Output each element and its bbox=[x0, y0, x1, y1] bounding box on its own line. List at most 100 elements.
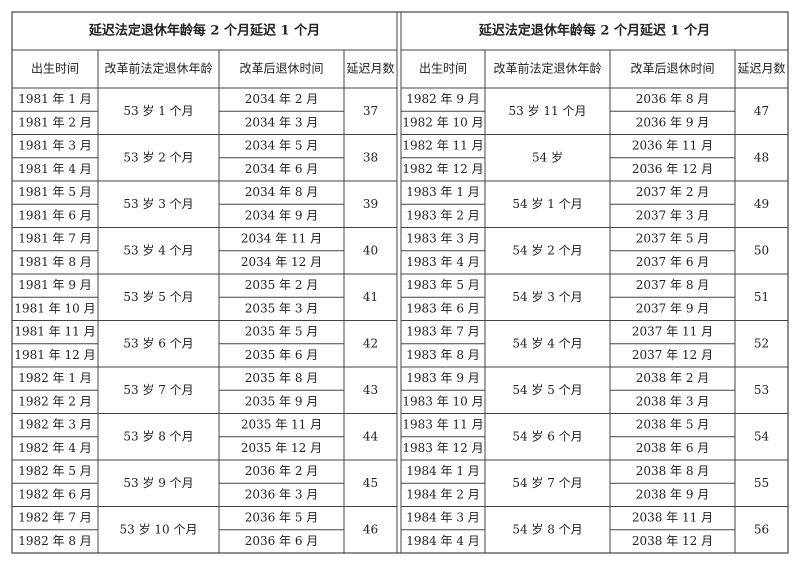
column-header: 改革前法定退休年龄 bbox=[493, 61, 601, 76]
age-cell: 54 岁 1 个月 bbox=[512, 196, 582, 211]
birth-cell: 1983 年 7 月 bbox=[406, 325, 480, 339]
months-cell: 39 bbox=[363, 197, 378, 211]
retire-cell: 2036 年 6 月 bbox=[245, 534, 319, 548]
birth-cell: 1982 年 10 月 bbox=[402, 115, 483, 129]
birth-cell: 1983 年 1 月 bbox=[406, 185, 480, 199]
column-header: 改革后退休时间 bbox=[630, 62, 714, 76]
column-header: 改革后退休时间 bbox=[239, 62, 323, 76]
birth-cell: 1983 年 2 月 bbox=[406, 208, 480, 222]
column-header: 延迟月数 bbox=[737, 61, 785, 76]
birth-cell: 1983 年 10 月 bbox=[402, 394, 483, 408]
retire-cell: 2035 年 5 月 bbox=[245, 325, 319, 339]
retire-cell: 2034 年 8 月 bbox=[245, 185, 319, 199]
table-title: 延迟法定退休年龄每 2 个月延迟 1 个月 bbox=[478, 23, 710, 39]
birth-cell: 1981 年 5 月 bbox=[18, 185, 92, 199]
months-cell: 48 bbox=[754, 150, 769, 164]
age-cell: 54 岁 2 个月 bbox=[512, 242, 582, 257]
months-cell: 41 bbox=[363, 290, 378, 304]
birth-cell: 1982 年 9 月 bbox=[406, 92, 480, 106]
months-cell: 40 bbox=[363, 243, 378, 257]
retire-cell: 2037 年 8 月 bbox=[636, 278, 710, 292]
birth-cell: 1982 年 11 月 bbox=[402, 139, 483, 153]
birth-cell: 1982 年 12 月 bbox=[402, 162, 483, 176]
birth-cell: 1983 年 8 月 bbox=[406, 348, 480, 362]
retire-cell: 2038 年 5 月 bbox=[636, 418, 710, 432]
retire-cell: 2037 年 9 月 bbox=[636, 301, 710, 315]
retire-cell: 2036 年 12 月 bbox=[632, 162, 713, 176]
birth-cell: 1981 年 1 月 bbox=[18, 92, 92, 106]
months-cell: 44 bbox=[363, 429, 379, 443]
age-cell: 53 岁 7 个月 bbox=[123, 382, 193, 397]
birth-cell: 1982 年 7 月 bbox=[18, 511, 92, 525]
birth-cell: 1983 年 11 月 bbox=[402, 418, 483, 432]
age-cell: 53 岁 8 个月 bbox=[123, 428, 193, 443]
birth-cell: 1981 年 8 月 bbox=[18, 255, 92, 269]
retire-cell: 2038 年 6 月 bbox=[636, 441, 710, 455]
months-cell: 49 bbox=[754, 197, 769, 211]
birth-cell: 1981 年 3 月 bbox=[18, 139, 92, 153]
birth-cell: 1982 年 2 月 bbox=[18, 394, 92, 408]
retire-cell: 2035 年 9 月 bbox=[245, 394, 319, 408]
retire-cell: 2035 年 6 月 bbox=[245, 348, 319, 362]
age-cell: 53 岁 2 个月 bbox=[123, 149, 193, 164]
age-cell: 54 岁 5 个月 bbox=[512, 382, 582, 397]
months-cell: 55 bbox=[754, 476, 769, 490]
retire-cell: 2038 年 3 月 bbox=[636, 394, 710, 408]
retire-cell: 2038 年 2 月 bbox=[636, 371, 710, 385]
age-cell: 53 岁 11 个月 bbox=[509, 103, 587, 118]
months-cell: 50 bbox=[754, 243, 769, 257]
age-cell: 53 岁 6 个月 bbox=[123, 335, 193, 350]
age-cell: 53 岁 5 个月 bbox=[123, 289, 193, 304]
birth-cell: 1981 年 7 月 bbox=[18, 232, 92, 246]
age-cell: 54 岁 4 个月 bbox=[512, 335, 582, 350]
retire-cell: 2038 年 8 月 bbox=[636, 464, 710, 478]
birth-cell: 1981 年 9 月 bbox=[18, 278, 92, 292]
column-header: 出生时间 bbox=[419, 62, 467, 76]
months-cell: 53 bbox=[754, 383, 769, 397]
birth-cell: 1981 年 11 月 bbox=[14, 325, 95, 339]
birth-cell: 1982 年 5 月 bbox=[18, 464, 92, 478]
retire-cell: 2036 年 9 月 bbox=[636, 115, 710, 129]
retire-cell: 2034 年 2 月 bbox=[245, 92, 319, 106]
months-cell: 47 bbox=[754, 104, 769, 118]
birth-cell: 1981 年 2 月 bbox=[18, 115, 92, 129]
retire-cell: 2038 年 12 月 bbox=[632, 534, 713, 548]
birth-cell: 1983 年 4 月 bbox=[406, 255, 480, 269]
retire-cell: 2036 年 11 月 bbox=[632, 139, 713, 153]
birth-cell: 1983 年 6 月 bbox=[406, 301, 480, 315]
column-header: 延迟月数 bbox=[346, 61, 394, 76]
retire-cell: 2036 年 3 月 bbox=[245, 487, 319, 501]
retire-cell: 2037 年 11 月 bbox=[632, 325, 713, 339]
birth-cell: 1984 年 4 月 bbox=[406, 534, 480, 548]
retire-cell: 2036 年 2 月 bbox=[245, 464, 319, 478]
birth-cell: 1981 年 6 月 bbox=[18, 208, 92, 222]
age-cell: 53 岁 3 个月 bbox=[123, 196, 193, 211]
birth-cell: 1981 年 10 月 bbox=[14, 301, 95, 315]
retire-cell: 2034 年 3 月 bbox=[245, 115, 319, 129]
age-cell: 54 岁 3 个月 bbox=[512, 289, 582, 304]
birth-cell: 1982 年 8 月 bbox=[18, 534, 92, 548]
retire-cell: 2037 年 12 月 bbox=[632, 348, 713, 362]
months-cell: 38 bbox=[363, 150, 378, 164]
age-cell: 53 岁 4 个月 bbox=[123, 242, 193, 257]
birth-cell: 1982 年 1 月 bbox=[18, 371, 92, 385]
retire-cell: 2038 年 9 月 bbox=[636, 487, 710, 501]
age-cell: 54 岁 bbox=[532, 149, 563, 164]
retire-cell: 2034 年 9 月 bbox=[245, 208, 319, 222]
birth-cell: 1982 年 3 月 bbox=[18, 418, 92, 432]
birth-cell: 1982 年 4 月 bbox=[18, 441, 92, 455]
retire-cell: 2037 年 2 月 bbox=[636, 185, 710, 199]
months-cell: 54 bbox=[754, 429, 770, 443]
table-title: 延迟法定退休年龄每 2 个月延迟 1 个月 bbox=[88, 23, 320, 39]
birth-cell: 1983 年 12 月 bbox=[402, 441, 483, 455]
retire-cell: 2034 年 5 月 bbox=[245, 139, 319, 153]
months-cell: 42 bbox=[363, 336, 378, 350]
birth-cell: 1983 年 9 月 bbox=[406, 371, 480, 385]
retire-cell: 2035 年 2 月 bbox=[245, 278, 319, 292]
retire-cell: 2036 年 8 月 bbox=[636, 92, 710, 106]
months-cell: 52 bbox=[754, 336, 769, 350]
months-cell: 43 bbox=[363, 383, 378, 397]
age-cell: 54 岁 8 个月 bbox=[512, 521, 582, 536]
birth-cell: 1983 年 3 月 bbox=[406, 232, 480, 246]
retire-cell: 2037 年 5 月 bbox=[636, 232, 710, 246]
